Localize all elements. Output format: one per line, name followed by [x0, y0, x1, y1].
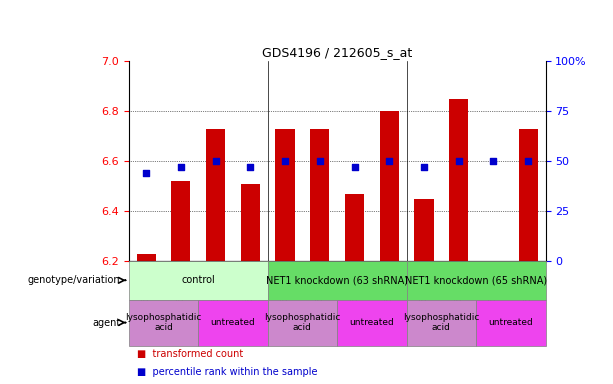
- Bar: [198, 300, 268, 346]
- Bar: [406, 261, 546, 300]
- Bar: [268, 261, 406, 300]
- Title: GDS4196 / 212605_s_at: GDS4196 / 212605_s_at: [262, 46, 413, 59]
- Bar: [129, 261, 268, 300]
- Bar: [449, 99, 468, 261]
- Point: [315, 158, 325, 164]
- Text: lysophosphatidic
acid: lysophosphatidic acid: [403, 313, 479, 332]
- Point: [211, 158, 221, 164]
- Bar: [414, 199, 433, 261]
- Text: lysophosphatidic
acid: lysophosphatidic acid: [264, 313, 341, 332]
- Text: untreated: untreated: [210, 318, 256, 327]
- Text: NET1 knockdown (63 shRNA): NET1 knockdown (63 shRNA): [266, 275, 408, 285]
- Bar: [476, 300, 546, 346]
- Point: [176, 164, 186, 170]
- Text: untreated: untreated: [489, 318, 533, 327]
- Bar: [345, 194, 364, 261]
- Bar: [241, 184, 260, 261]
- Bar: [379, 111, 399, 261]
- Bar: [206, 129, 225, 261]
- Text: genotype/variation: genotype/variation: [28, 275, 120, 285]
- Point: [141, 170, 151, 176]
- Point: [384, 158, 394, 164]
- Text: lysophosphatidic
acid: lysophosphatidic acid: [125, 313, 202, 332]
- Point: [524, 158, 533, 164]
- Bar: [268, 300, 337, 346]
- Bar: [137, 254, 156, 261]
- Point: [489, 158, 498, 164]
- Bar: [171, 181, 191, 261]
- Text: ■  percentile rank within the sample: ■ percentile rank within the sample: [137, 366, 318, 377]
- Point: [349, 164, 359, 170]
- Text: untreated: untreated: [349, 318, 394, 327]
- Text: ■  transformed count: ■ transformed count: [137, 349, 243, 359]
- Bar: [406, 300, 476, 346]
- Bar: [310, 129, 329, 261]
- Point: [280, 158, 290, 164]
- Point: [245, 164, 255, 170]
- Bar: [129, 300, 198, 346]
- Point: [419, 164, 429, 170]
- Text: control: control: [181, 275, 215, 285]
- Point: [454, 158, 463, 164]
- Text: agent: agent: [92, 318, 120, 328]
- Text: NET1 knockdown (65 shRNA): NET1 knockdown (65 shRNA): [405, 275, 547, 285]
- Bar: [275, 129, 295, 261]
- Bar: [519, 129, 538, 261]
- Bar: [337, 300, 406, 346]
